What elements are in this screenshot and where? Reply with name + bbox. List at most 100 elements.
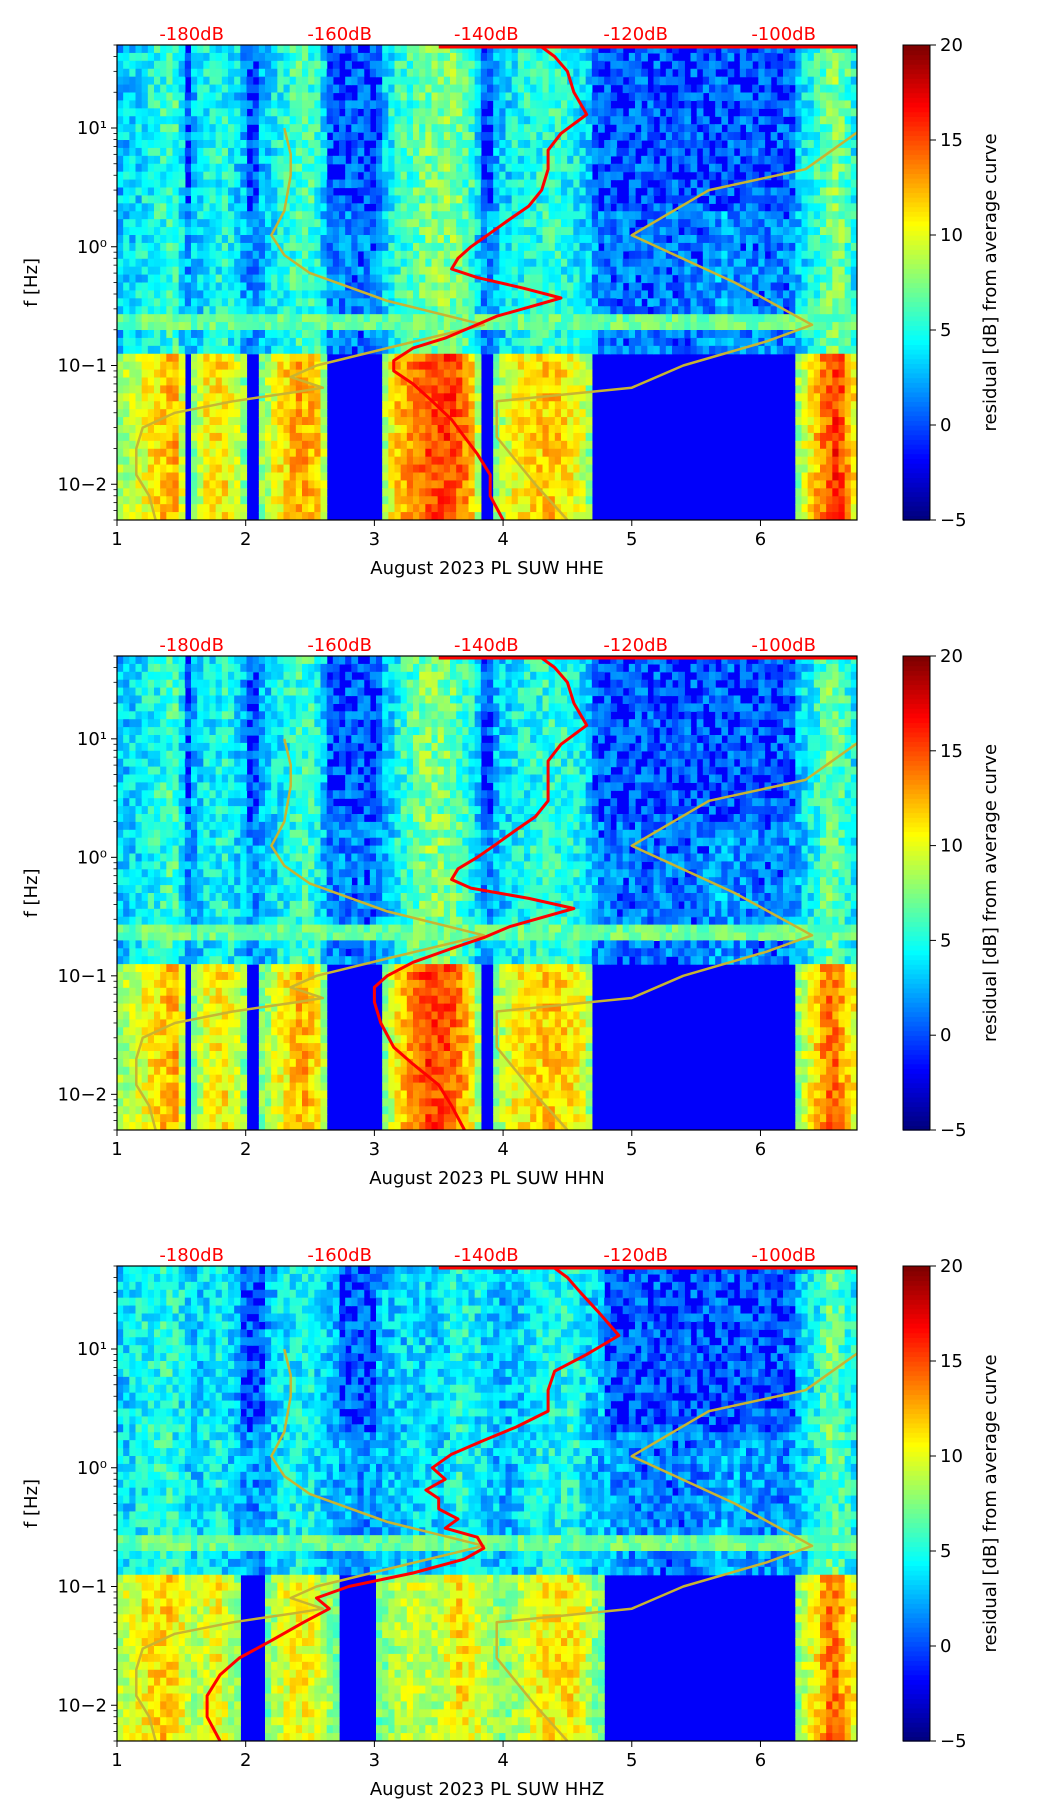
colorbar-step bbox=[903, 1394, 930, 1399]
colorbar-step bbox=[903, 1594, 930, 1599]
colorbar-step bbox=[903, 1380, 930, 1385]
x-tick-label: 5 bbox=[626, 1139, 637, 1160]
x-tick-label: 3 bbox=[369, 529, 380, 550]
colorbar-step bbox=[903, 1703, 930, 1708]
colorbar-step bbox=[903, 822, 930, 827]
colorbar-step bbox=[903, 1418, 930, 1423]
colorbar-step bbox=[903, 487, 930, 492]
colorbar-step bbox=[903, 1035, 930, 1040]
colorbar-step bbox=[903, 1437, 930, 1442]
x-tick-label: 2 bbox=[240, 529, 251, 550]
db-scale-label: -120dB bbox=[603, 24, 668, 45]
colorbar-step bbox=[903, 1570, 930, 1575]
colorbar-step bbox=[903, 1580, 930, 1585]
colorbar-step bbox=[903, 1698, 930, 1703]
colorbar-step bbox=[903, 708, 930, 713]
y-tick-label: 10⁰ bbox=[77, 1458, 107, 1479]
colorbar-step bbox=[903, 1665, 930, 1670]
colorbar-step bbox=[903, 354, 930, 359]
colorbar-step bbox=[903, 287, 930, 292]
colorbar-step bbox=[903, 1323, 930, 1328]
colorbar-step bbox=[903, 1266, 930, 1271]
colorbar-step bbox=[903, 1328, 930, 1333]
colorbar-step bbox=[903, 1641, 930, 1646]
colorbar-step bbox=[903, 1432, 930, 1437]
colorbar-step bbox=[903, 249, 930, 254]
colorbar-step bbox=[903, 1456, 930, 1461]
colorbar-step bbox=[903, 812, 930, 817]
colorbar-step bbox=[903, 496, 930, 501]
colorbar-tick-label: 20 bbox=[940, 1256, 963, 1277]
colorbar-step bbox=[903, 363, 930, 368]
colorbar-step bbox=[903, 1518, 930, 1523]
colorbar-step bbox=[903, 1012, 930, 1017]
colorbar-step bbox=[903, 230, 930, 235]
colorbar-step bbox=[903, 1722, 930, 1727]
colorbar-tick-label: 5 bbox=[940, 1541, 951, 1562]
colorbar-step bbox=[903, 292, 930, 297]
db-scale-label: -140dB bbox=[454, 635, 519, 656]
colorbar-step bbox=[903, 1475, 930, 1480]
colorbar-step bbox=[903, 1309, 930, 1314]
colorbar-step bbox=[903, 1121, 930, 1126]
colorbar-step bbox=[903, 1045, 930, 1050]
colorbar-step bbox=[903, 1470, 930, 1475]
colorbar-tick-label: 10 bbox=[940, 225, 963, 246]
colorbar-step bbox=[903, 741, 930, 746]
colorbar-step bbox=[903, 1694, 930, 1699]
colorbar-step bbox=[903, 411, 930, 416]
colorbar-step bbox=[903, 192, 930, 197]
colorbar-step bbox=[903, 131, 930, 136]
colorbar-step bbox=[903, 1347, 930, 1352]
colorbar-step bbox=[903, 945, 930, 950]
colorbar-step bbox=[903, 112, 930, 117]
y-tick-label: 10¹ bbox=[77, 729, 107, 750]
colorbar-step bbox=[903, 1337, 930, 1342]
colorbar-step bbox=[903, 254, 930, 259]
colorbar-step bbox=[903, 245, 930, 250]
colorbar-step bbox=[903, 211, 930, 216]
colorbar-step bbox=[903, 169, 930, 174]
x-tick-label: 4 bbox=[497, 529, 508, 550]
colorbar-step bbox=[903, 803, 930, 808]
colorbar-step bbox=[903, 978, 930, 983]
y-tick-label: 10¹ bbox=[77, 118, 107, 139]
colorbar-step bbox=[903, 775, 930, 780]
colorbar-step bbox=[903, 855, 930, 860]
colorbar-step bbox=[903, 1356, 930, 1361]
colorbar-step bbox=[903, 993, 930, 998]
colorbar-step bbox=[903, 1002, 930, 1007]
colorbar-step bbox=[903, 1532, 930, 1537]
colorbar-step bbox=[903, 1732, 930, 1737]
colorbar-step bbox=[903, 1285, 930, 1290]
colorbar-step bbox=[903, 316, 930, 321]
colorbar-step bbox=[903, 670, 930, 675]
y-axis-label: f [Hz] bbox=[21, 258, 42, 307]
colorbar-step bbox=[903, 416, 930, 421]
colorbar-step bbox=[903, 1466, 930, 1471]
y-tick-label: 10⁰ bbox=[77, 847, 107, 868]
colorbar-step bbox=[903, 1485, 930, 1490]
colorbar-step bbox=[903, 1097, 930, 1102]
colorbar-step bbox=[903, 1064, 930, 1069]
colorbar-step bbox=[903, 1556, 930, 1561]
colorbar-step bbox=[903, 1565, 930, 1570]
colorbar-step bbox=[903, 713, 930, 718]
colorbar-step bbox=[903, 1689, 930, 1694]
colorbar-step bbox=[903, 477, 930, 482]
colorbar-step bbox=[903, 997, 930, 1002]
x-tick-label: 6 bbox=[755, 1139, 766, 1160]
colorbar-step bbox=[903, 784, 930, 789]
colorbar-step bbox=[903, 306, 930, 311]
colorbar-step bbox=[903, 827, 930, 832]
colorbar-step bbox=[903, 675, 930, 680]
colorbar-step bbox=[903, 1542, 930, 1547]
colorbar-tick-label: 15 bbox=[940, 1351, 963, 1372]
colorbar-step bbox=[903, 1409, 930, 1414]
colorbar-step bbox=[903, 1603, 930, 1608]
colorbar-step bbox=[903, 699, 930, 704]
